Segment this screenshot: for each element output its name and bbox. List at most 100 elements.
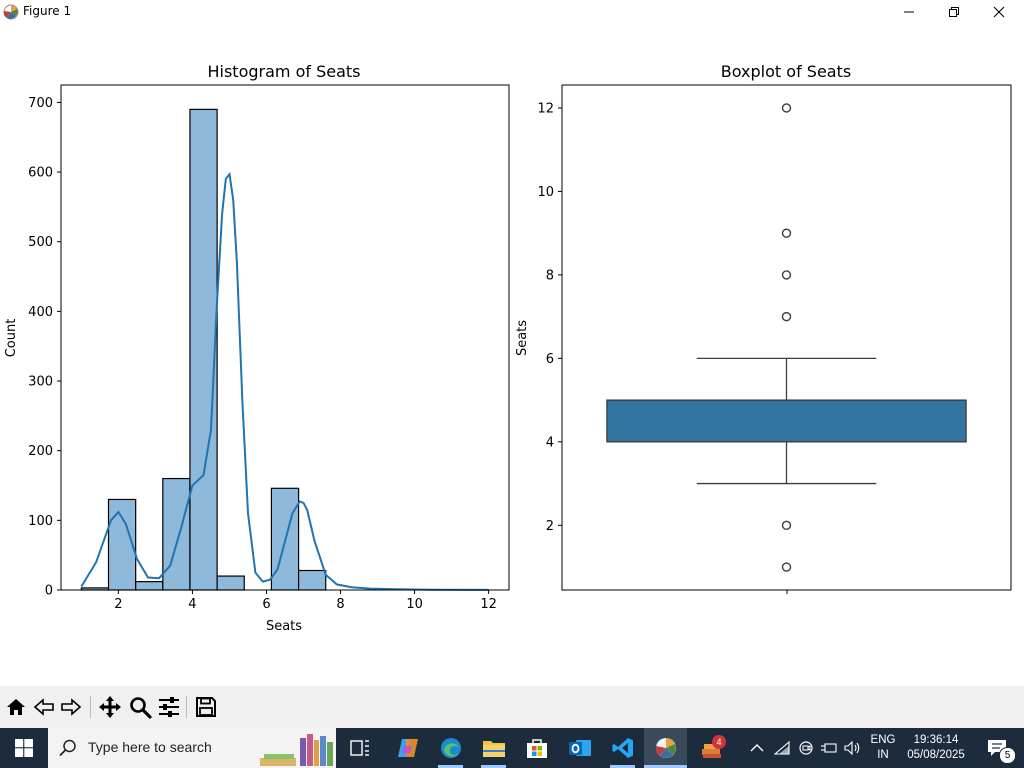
zoom-button[interactable] xyxy=(127,694,153,720)
close-button[interactable] xyxy=(976,0,1022,24)
back-button[interactable] xyxy=(31,694,57,720)
matplotlib-active-indicator xyxy=(644,765,687,768)
taskbar-vscode[interactable] xyxy=(601,728,644,768)
network-button[interactable] xyxy=(771,728,793,768)
forward-icon xyxy=(61,698,82,716)
region-label: IN xyxy=(877,749,889,761)
speaker-icon xyxy=(844,741,860,755)
boxplot-ytick-label: 10 xyxy=(537,185,554,200)
save-button[interactable] xyxy=(193,694,219,720)
stack-app-icon xyxy=(701,744,721,758)
home-button[interactable] xyxy=(3,694,29,720)
input-language-button[interactable]: ENG IN xyxy=(866,728,900,768)
boxplot-ytick-label: 2 xyxy=(546,519,554,534)
battery-button[interactable] xyxy=(818,728,840,768)
taskbar-file-explorer[interactable] xyxy=(472,728,515,768)
taskbar-outlook[interactable] xyxy=(558,728,601,768)
restore-icon xyxy=(949,7,959,17)
minimize-icon xyxy=(904,11,914,13)
language-label: ENG xyxy=(870,734,896,746)
histogram-ytick-label: 500 xyxy=(28,235,53,250)
home-icon xyxy=(7,699,25,715)
histogram-title: Histogram of Seats xyxy=(207,62,360,81)
pan-button[interactable] xyxy=(97,694,123,720)
histogram-bar xyxy=(297,569,327,591)
search-highlight-books-icon xyxy=(260,734,333,766)
histogram-bar xyxy=(135,581,164,591)
save-icon xyxy=(196,697,216,717)
notification-count-badge: 5 xyxy=(999,747,1016,764)
boxplot-outlier-point xyxy=(781,270,792,280)
boxplot-ytick-label: 4 xyxy=(546,435,554,450)
taskbar-search-box[interactable]: Type here to search xyxy=(48,728,336,768)
boxplot-outlier-point xyxy=(781,103,792,113)
task-view-icon xyxy=(350,740,369,756)
histogram-xtick-label: 4 xyxy=(188,597,196,612)
folder-icon xyxy=(482,741,505,757)
restore-button[interactable] xyxy=(931,0,977,24)
boxplot-chart: Boxplot of Seats 2 4 6 8 10 12 Seats xyxy=(515,62,1012,594)
microsoft-store-icon xyxy=(526,739,547,758)
volume-button[interactable] xyxy=(842,728,864,768)
histogram-ytick-label: 300 xyxy=(28,375,53,390)
histogram-ytick-label: 100 xyxy=(28,514,53,529)
boxplot-ytick-label: 12 xyxy=(537,101,554,116)
histogram-xtick-label: 12 xyxy=(480,597,497,612)
taskbar-app-with-badge[interactable]: 4 xyxy=(690,728,733,768)
forward-button[interactable] xyxy=(58,694,84,720)
close-icon xyxy=(993,6,1005,18)
toolbar-separator xyxy=(90,696,91,718)
histogram-ytick-label: 600 xyxy=(28,166,53,181)
histogram-xtick-label: 2 xyxy=(114,597,122,612)
window-titlebar: Figure 1 xyxy=(0,0,1024,24)
search-icon xyxy=(59,739,76,757)
histogram-bar xyxy=(216,575,245,591)
matplotlib-app-icon xyxy=(2,3,20,21)
windows-taskbar: Type here to search 4 xyxy=(0,728,1024,768)
histogram-xtick-label: 10 xyxy=(406,597,423,612)
windows-logo-icon xyxy=(15,739,33,757)
boxplot-outlier-point xyxy=(781,228,792,238)
task-view-button[interactable] xyxy=(340,728,380,768)
app-badge-count: 4 xyxy=(712,735,726,749)
boxplot-axes-frame xyxy=(561,84,1012,591)
boxplot-ytick-label: 6 xyxy=(546,352,554,367)
histogram-xtick-label: 8 xyxy=(336,597,344,612)
taskbar-copilot[interactable] xyxy=(386,728,429,768)
histogram-ytick-label: 700 xyxy=(28,96,53,111)
configure-subplots-button[interactable] xyxy=(156,694,182,720)
boxplot-outlier-point xyxy=(781,311,792,322)
boxplot-outlier-point xyxy=(781,520,792,531)
boxplot-box xyxy=(606,399,967,443)
histogram-ytick-label: 400 xyxy=(28,305,53,320)
edge-active-indicator xyxy=(438,765,463,768)
camera-icon xyxy=(799,741,813,755)
clock-date: 05/08/2025 xyxy=(907,749,965,761)
taskbar-edge[interactable] xyxy=(429,728,472,768)
histogram-chart: Histogram of Seats 2 4 6 8 10 12 0 100 200 300 40… xyxy=(4,62,510,634)
battery-plug-icon xyxy=(821,743,837,753)
notifications-button[interactable]: 5 xyxy=(978,728,1016,768)
start-button[interactable] xyxy=(0,728,48,768)
boxplot-ylabel: Seats xyxy=(515,320,530,356)
explorer-active-indicator xyxy=(481,765,506,768)
matplotlib-figure-icon xyxy=(655,738,676,758)
boxplot-title: Boxplot of Seats xyxy=(721,62,851,81)
taskbar-store[interactable] xyxy=(515,728,558,768)
boxplot-outlier-point xyxy=(781,562,792,572)
outlook-icon xyxy=(568,740,591,756)
histogram-axes-frame xyxy=(60,84,510,591)
zoom-icon xyxy=(130,697,152,719)
minimize-button[interactable] xyxy=(886,0,932,24)
meet-now-button[interactable] xyxy=(795,728,817,768)
clock-button[interactable]: 19:36:14 05/08/2025 xyxy=(902,728,970,768)
figure-canvas[interactable]: Histogram of Seats 2 4 6 8 10 12 0 100 200 300 40… xyxy=(0,24,1024,686)
copilot-icon xyxy=(397,739,418,757)
histogram-ytick-label: 200 xyxy=(28,444,53,459)
vscode-icon xyxy=(612,738,633,758)
edge-browser-icon xyxy=(440,738,461,758)
back-icon xyxy=(33,698,54,716)
histogram-xlabel: Seats xyxy=(266,619,302,634)
taskbar-matplotlib-figure[interactable] xyxy=(644,728,687,768)
show-hidden-icons-button[interactable] xyxy=(746,728,768,768)
